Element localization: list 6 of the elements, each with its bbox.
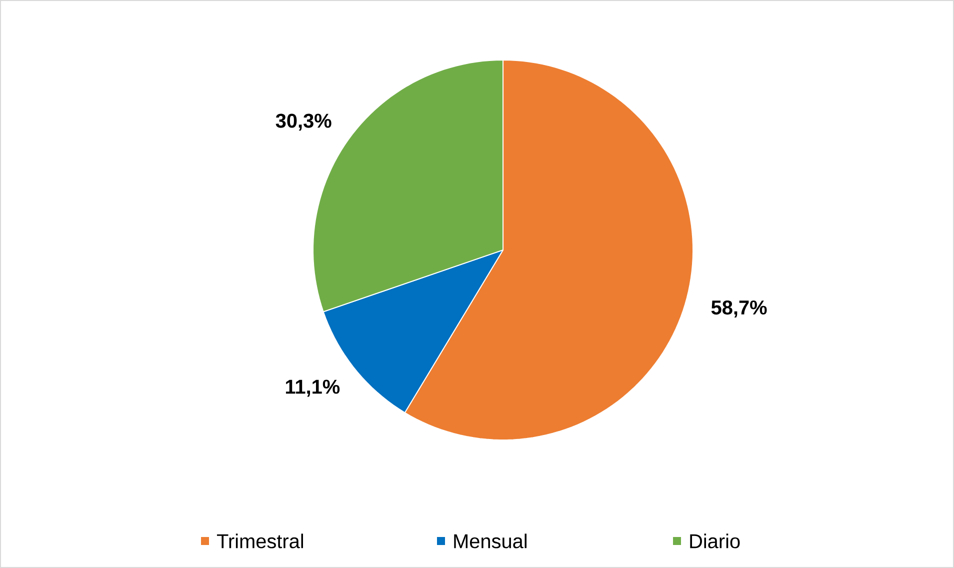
legend-label: Mensual	[454, 534, 526, 548]
legend-label: Trimestral	[216, 534, 304, 548]
legend-label: Diario	[690, 534, 740, 548]
data-label: 58,7%	[711, 300, 767, 318]
data-label: 30,3%	[276, 114, 332, 131]
data-label: 11,1%	[286, 380, 340, 397]
